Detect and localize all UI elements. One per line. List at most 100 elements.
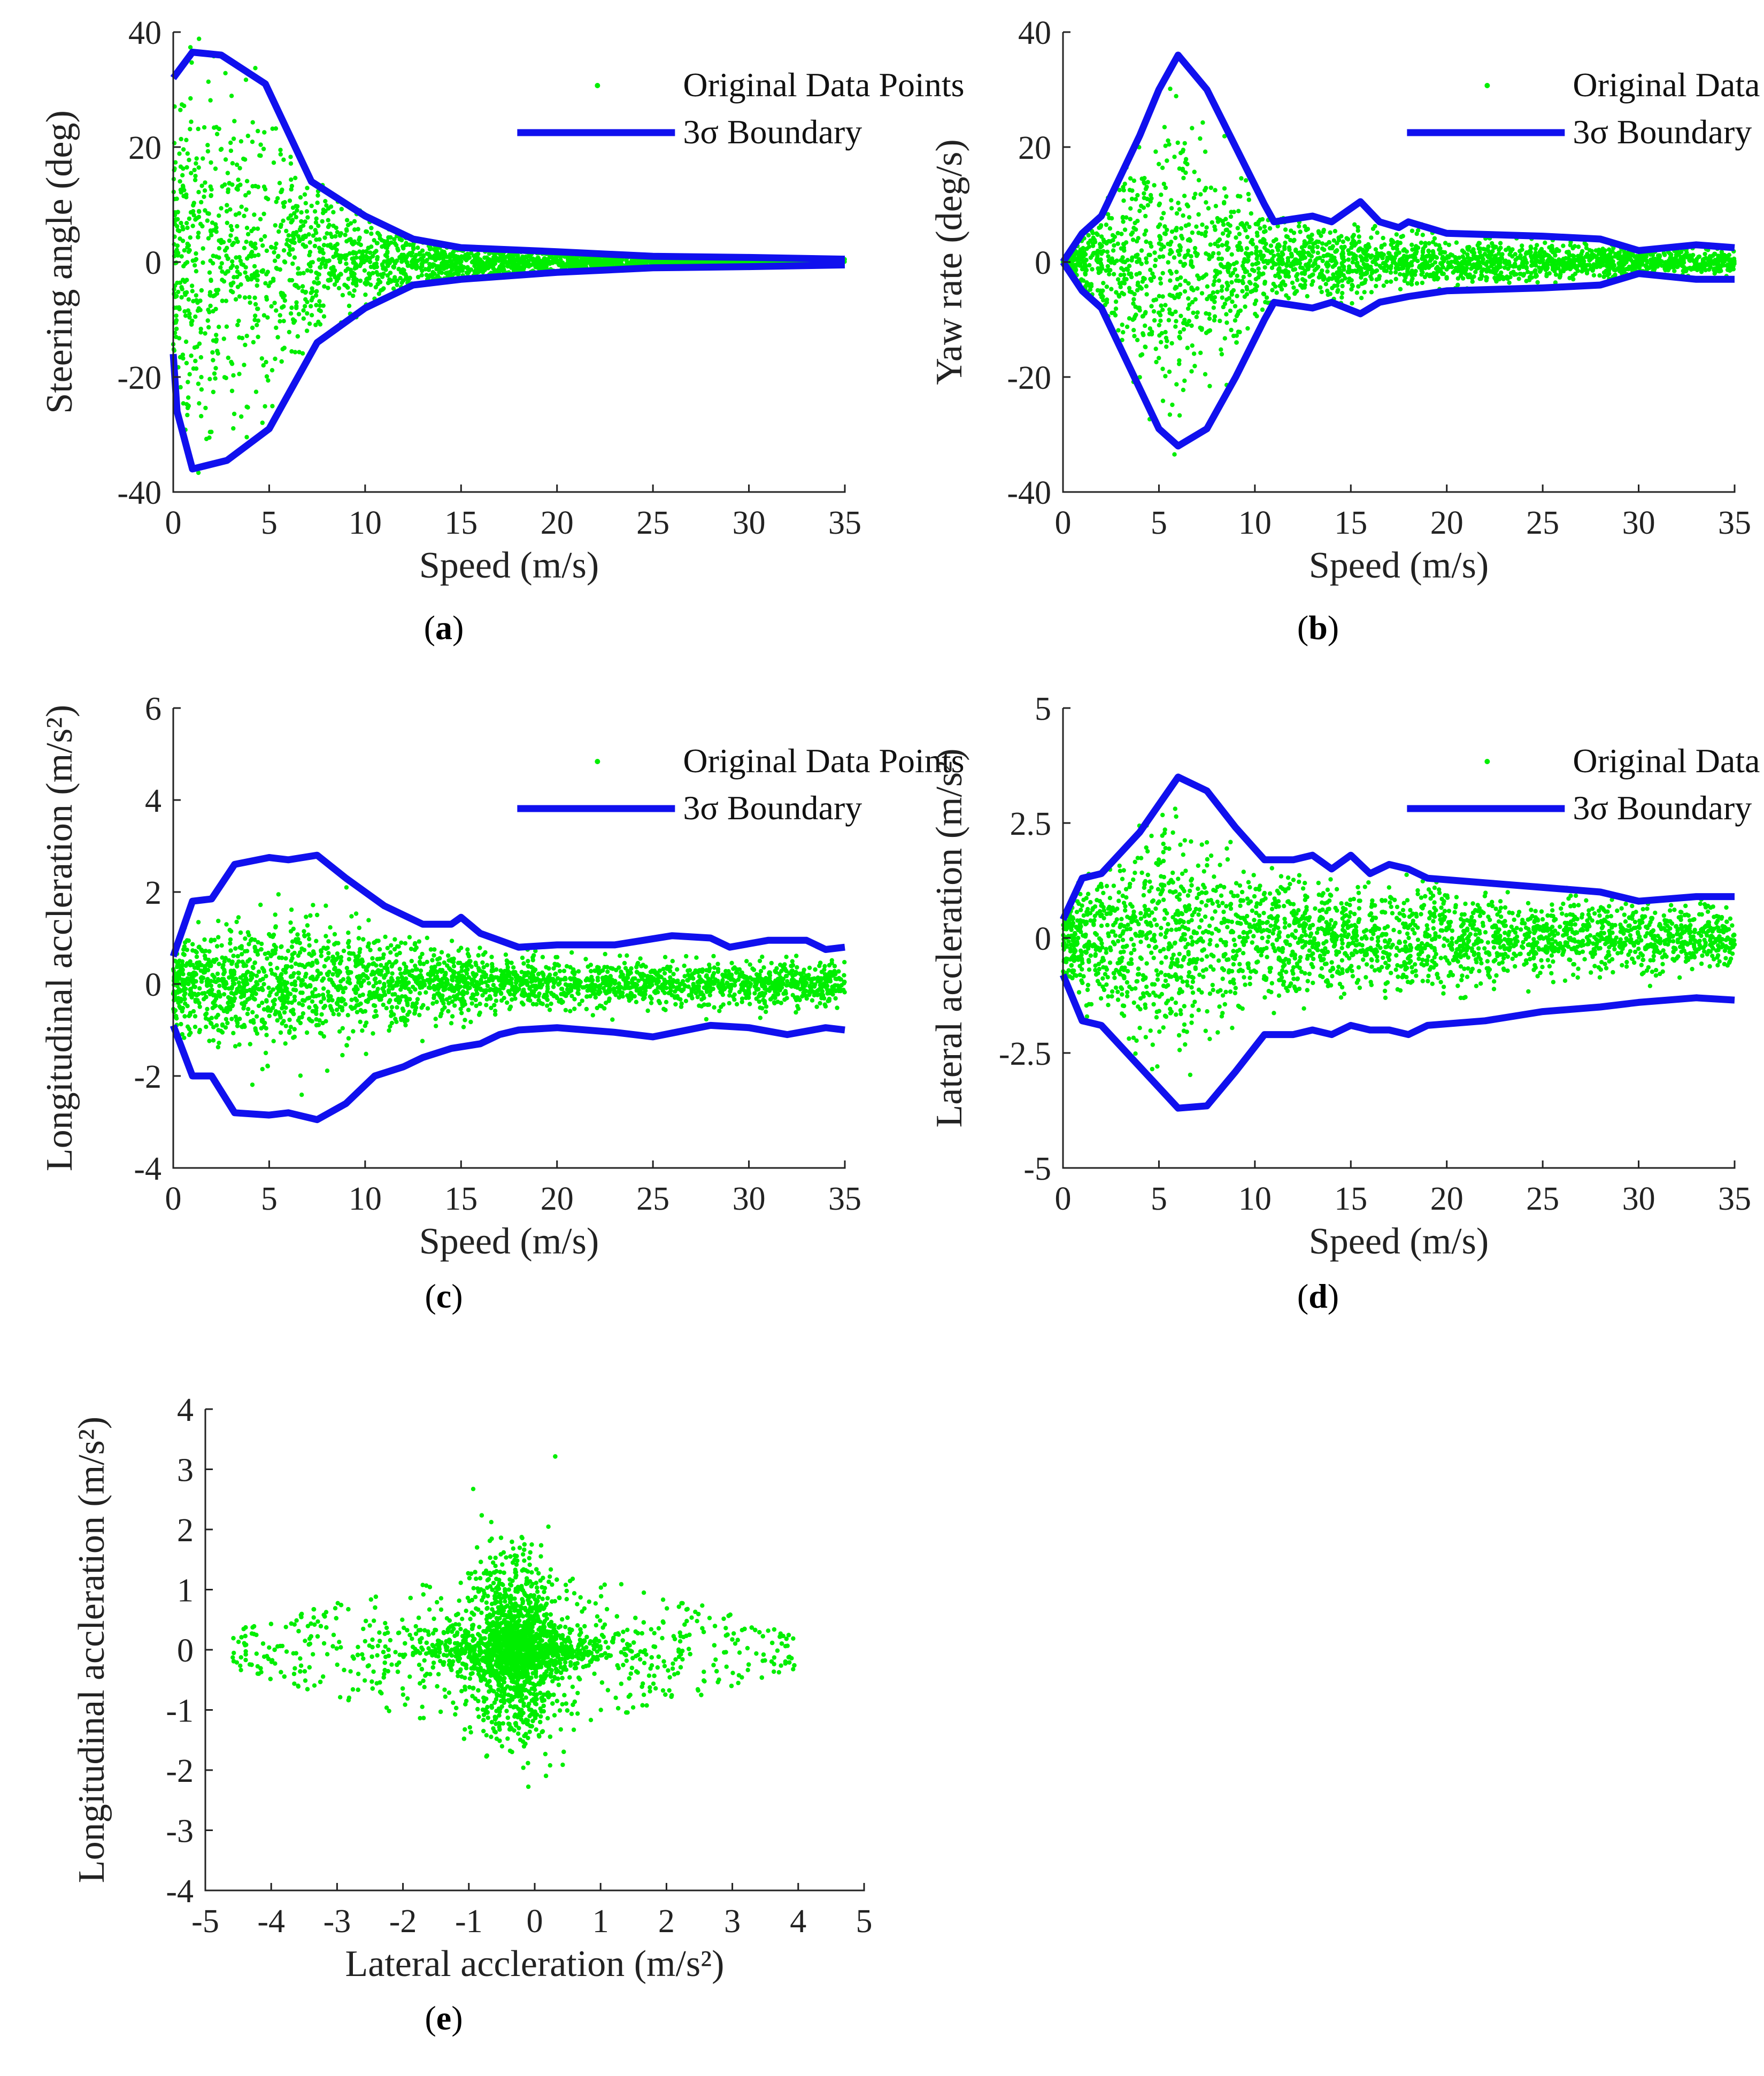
data-point <box>468 267 474 272</box>
data-point <box>420 248 425 253</box>
data-point <box>275 335 280 340</box>
data-point <box>1266 248 1270 253</box>
data-point <box>1180 149 1185 154</box>
data-point <box>465 256 471 260</box>
data-point <box>1224 280 1229 286</box>
data-point <box>1107 272 1112 276</box>
data-point <box>334 251 338 256</box>
data-point <box>1410 247 1415 252</box>
data-point <box>1105 249 1110 255</box>
data-point <box>255 306 260 311</box>
data-point <box>261 184 267 189</box>
data-point <box>190 289 195 294</box>
data-point <box>1306 267 1311 272</box>
data-point <box>197 341 202 346</box>
data-point <box>1231 333 1236 339</box>
data-point <box>1221 265 1226 270</box>
data-point <box>1192 364 1197 368</box>
data-point <box>1290 280 1295 285</box>
data-point <box>1588 266 1593 271</box>
data-point <box>248 300 252 305</box>
data-point <box>339 206 344 212</box>
data-point <box>309 203 314 209</box>
data-point <box>1131 297 1136 302</box>
data-point <box>414 263 419 268</box>
data-point <box>188 96 193 101</box>
data-point <box>1157 255 1162 259</box>
data-point <box>1327 276 1332 281</box>
data-point <box>331 224 336 228</box>
data-point <box>326 286 330 290</box>
data-point <box>1563 256 1568 261</box>
data-point <box>1163 185 1168 190</box>
data-point <box>273 245 278 250</box>
data-point <box>1369 290 1374 295</box>
data-point <box>397 255 402 260</box>
data-point <box>1510 254 1515 259</box>
data-point <box>323 199 328 204</box>
data-point <box>1224 312 1229 317</box>
data-point <box>472 257 477 262</box>
data-point <box>487 251 492 256</box>
data-point <box>1163 303 1168 307</box>
x-tick-label: 35 <box>828 505 861 541</box>
data-point <box>1115 241 1120 246</box>
data-point <box>1088 287 1093 292</box>
data-point <box>1222 336 1227 341</box>
data-point <box>1357 234 1361 239</box>
data-point <box>338 253 343 258</box>
data-point <box>1159 340 1164 344</box>
data-point <box>289 177 294 182</box>
data-point <box>221 336 226 341</box>
data-point <box>199 199 204 205</box>
data-point <box>1174 228 1178 233</box>
data-point <box>1477 265 1482 270</box>
data-point <box>258 142 263 147</box>
data-point <box>1173 286 1177 291</box>
data-point <box>313 220 319 225</box>
data-point <box>1280 250 1284 255</box>
data-point <box>206 79 211 84</box>
data-point <box>1192 170 1197 174</box>
data-point <box>228 148 234 153</box>
data-point <box>1146 252 1151 257</box>
data-point <box>179 254 184 259</box>
data-point <box>321 303 326 308</box>
panel-caption: (a) <box>424 609 464 647</box>
data-point <box>364 249 369 254</box>
data-point <box>269 368 275 373</box>
data-point <box>1199 327 1204 332</box>
data-point <box>238 139 244 144</box>
data-point <box>343 268 348 273</box>
data-point <box>309 290 313 295</box>
data-point <box>613 258 618 263</box>
data-point <box>1160 165 1165 170</box>
data-point <box>1086 282 1091 287</box>
data-point <box>278 267 282 272</box>
data-point <box>261 211 266 217</box>
data-point <box>1157 162 1161 166</box>
data-point <box>1316 275 1321 280</box>
data-point <box>309 313 314 318</box>
data-point <box>1254 314 1259 319</box>
data-point <box>1162 125 1167 129</box>
data-point <box>1200 222 1205 227</box>
data-point <box>185 412 190 418</box>
data-point <box>1239 221 1244 226</box>
data-point <box>206 325 211 330</box>
data-point <box>303 289 309 295</box>
data-point <box>1316 240 1321 244</box>
data-point <box>1414 281 1420 286</box>
data-point <box>398 275 403 281</box>
data-point <box>1172 155 1177 159</box>
data-point <box>1498 241 1503 245</box>
data-point <box>185 225 190 230</box>
data-point <box>1388 270 1393 275</box>
data-point <box>1222 186 1227 191</box>
data-point <box>1420 280 1425 286</box>
data-point <box>346 303 352 309</box>
data-point <box>1183 157 1189 162</box>
data-point <box>1374 262 1378 267</box>
data-point <box>1233 318 1238 323</box>
data-point <box>375 255 380 260</box>
